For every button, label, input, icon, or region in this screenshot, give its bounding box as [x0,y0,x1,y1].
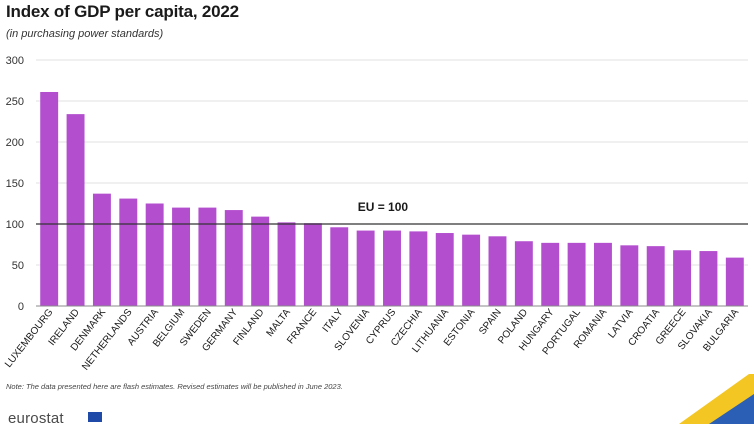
y-tick-label: 100 [6,219,24,231]
bar-czechia [409,231,428,306]
y-axis-ticks: 0 50 100 150 200 250 300 [6,55,24,313]
bar-malta [277,222,296,306]
bar-slovenia [356,230,375,306]
bar-france [303,223,322,306]
chart-subtitle: (in purchasing power standards) [6,28,164,40]
bar-portugal [567,242,586,306]
bar-austria [145,203,164,306]
bar-croatia [646,246,665,306]
chart-title: Index of GDP per capita, 2022 [6,2,239,21]
x-tick-label: SPAIN [477,307,504,337]
bar-bulgaria [725,257,744,306]
bar-latvia [620,245,639,306]
bar-greece [673,250,692,306]
bar-ireland [66,114,85,307]
bar-lithuania [435,233,454,306]
footer: eurostat [0,374,754,427]
y-tick-label: 250 [6,96,24,108]
bar-belgium [172,207,191,306]
bar-poland [514,241,533,306]
eurostat-logo[interactable]: eurostat [8,410,64,427]
bar-italy [330,227,349,306]
eu-flag-icon [88,412,102,422]
y-tick-label: 50 [12,260,24,272]
eu-reference-label: EU = 100 [358,200,409,214]
x-tick-label: ITALY [321,307,346,335]
bar-cyprus [383,230,401,306]
corner-decoration-icon [679,374,754,424]
y-tick-label: 150 [6,178,24,190]
bar-chart: 0 50 100 150 200 250 300 LUXEMBOURGIRELANDDENM… [3,55,748,373]
bar-romania [593,242,612,306]
bar-sweden [198,207,217,306]
y-tick-label: 300 [6,55,24,67]
footnote: Note: The data presented here are flash … [6,382,343,391]
bar-denmark [92,193,111,306]
bar-luxembourg [40,91,59,306]
bar-germany [224,210,243,306]
bar-slovakia [699,251,718,306]
bars [40,91,744,307]
y-tick-label: 200 [6,137,24,149]
bar-netherlands [119,198,138,306]
bar-spain [488,236,507,306]
y-tick-label: 0 [18,301,24,313]
bar-finland [251,216,270,306]
x-axis-labels: LUXEMBOURGIRELANDDENMARKNETHERLANDSAUSTR… [3,307,741,373]
bar-estonia [462,234,481,306]
bar-hungary [541,242,560,306]
